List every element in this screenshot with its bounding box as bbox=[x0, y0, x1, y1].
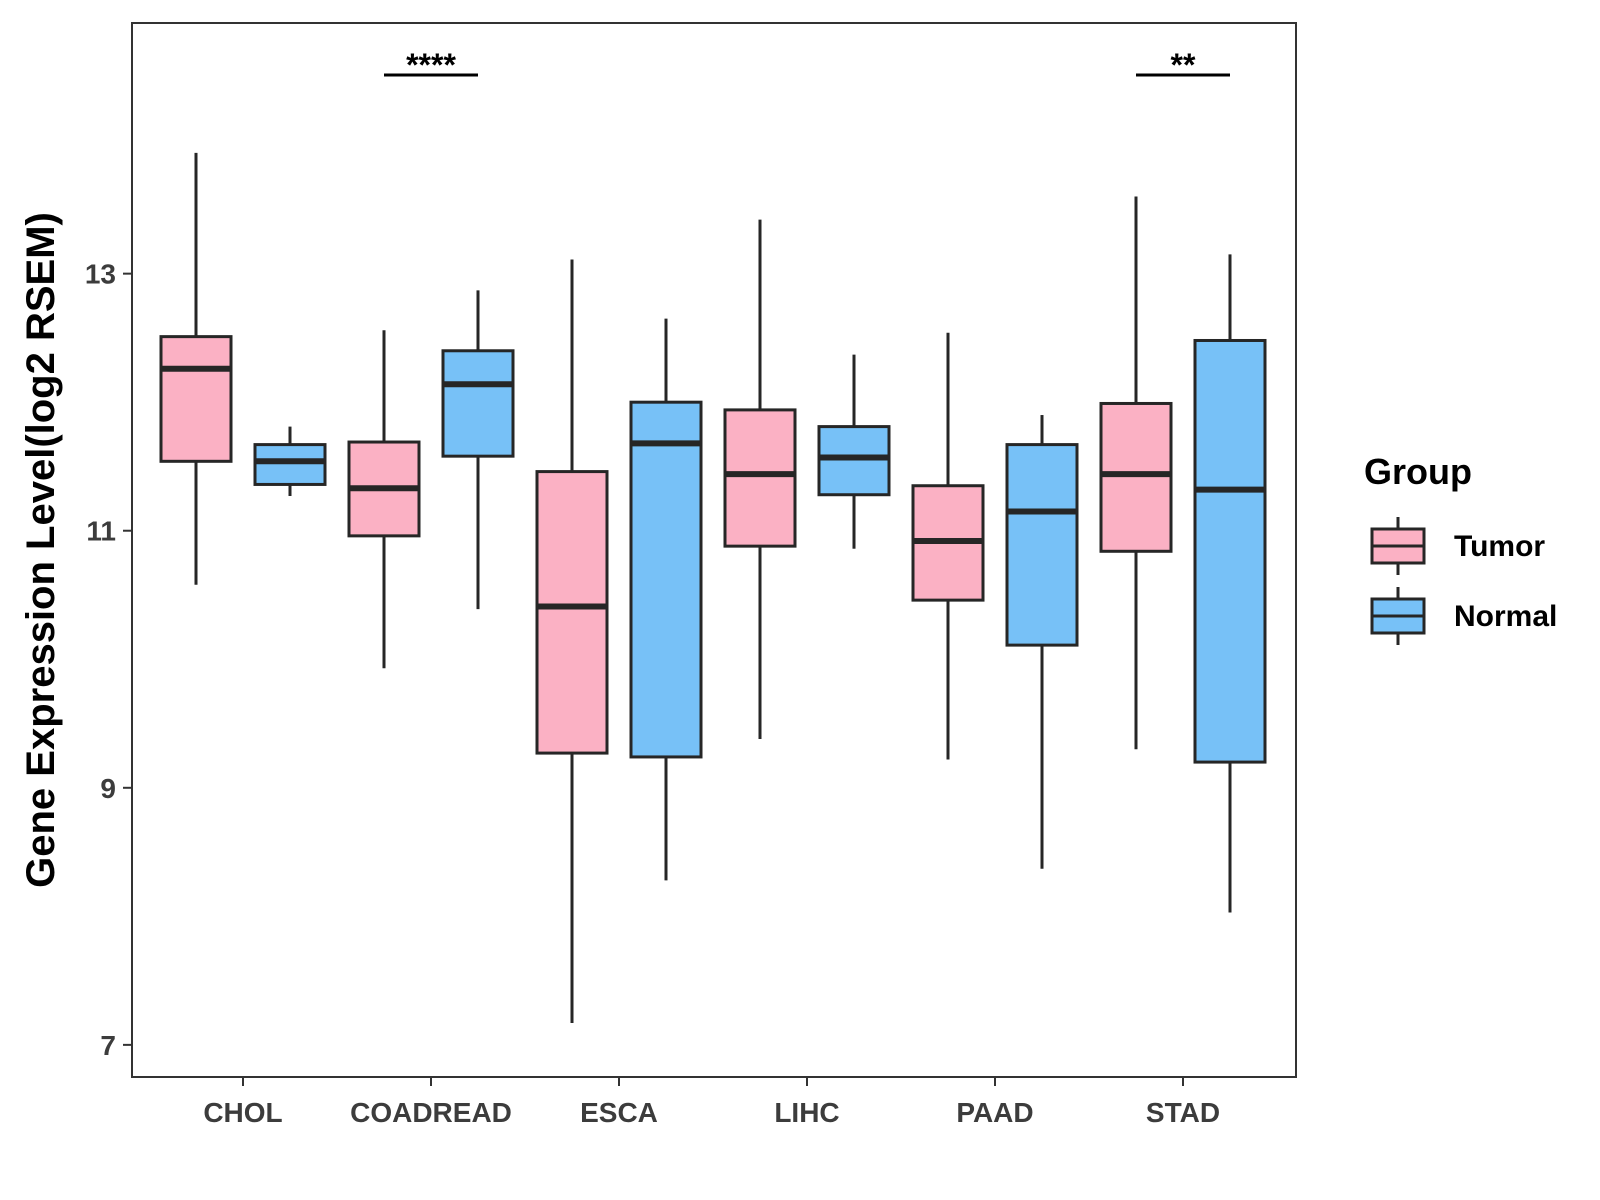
box-normal-lihc bbox=[817, 354, 891, 549]
box-normal-coadread bbox=[441, 290, 515, 610]
iqr-box bbox=[1005, 443, 1079, 647]
iqr-box bbox=[441, 349, 515, 458]
box-tumor-chol bbox=[159, 152, 233, 585]
box-normal-esca bbox=[629, 318, 703, 881]
x-axis: CHOL COADREAD ESCA LIHC PAAD STAD bbox=[203, 1077, 1220, 1128]
iqr-box bbox=[817, 425, 891, 497]
box-normal-stad bbox=[1193, 254, 1267, 913]
box-normal-chol bbox=[253, 426, 327, 497]
legend-label: Normal bbox=[1454, 600, 1557, 633]
y-tick-label: 11 bbox=[86, 516, 116, 547]
x-tick-label: LIHC bbox=[774, 1097, 839, 1128]
iqr-box bbox=[1193, 338, 1267, 764]
significance-stars: ** bbox=[1171, 47, 1196, 83]
y-tick-label: 9 bbox=[100, 773, 116, 804]
y-tick-label: 7 bbox=[100, 1030, 116, 1061]
legend: Group Tumor Normal bbox=[1364, 451, 1557, 645]
iqr-box bbox=[159, 335, 233, 463]
box-tumor-stad bbox=[1099, 196, 1173, 750]
legend-label: Tumor bbox=[1454, 530, 1545, 563]
x-tick-label: PAAD bbox=[956, 1097, 1033, 1128]
x-tick-label: ESCA bbox=[580, 1097, 658, 1128]
y-axis: 7 9 11 13 bbox=[85, 259, 132, 1061]
iqr-box bbox=[1099, 401, 1173, 553]
box-tumor-coadread bbox=[347, 330, 421, 669]
legend-item-normal: Normal bbox=[1370, 587, 1557, 645]
x-tick-label: STAD bbox=[1146, 1097, 1220, 1128]
significance-stars: **** bbox=[406, 47, 456, 83]
significance-coadread: **** bbox=[384, 47, 478, 83]
iqr-box bbox=[723, 408, 797, 548]
box-tumor-paad bbox=[911, 332, 985, 760]
legend-item-tumor: Tumor bbox=[1370, 517, 1545, 575]
significance-annotations: **** ** bbox=[384, 47, 1230, 83]
legend-title: Group bbox=[1364, 451, 1472, 492]
box-tumor-lihc bbox=[723, 219, 797, 739]
significance-stad: ** bbox=[1136, 47, 1230, 83]
iqr-box bbox=[535, 470, 609, 755]
iqr-box bbox=[253, 443, 327, 486]
box-tumor-esca bbox=[535, 259, 609, 1024]
box-series bbox=[159, 152, 1267, 1024]
box-normal-paad bbox=[1005, 415, 1079, 869]
x-tick-label: CHOL bbox=[203, 1097, 282, 1128]
y-axis-title: Gene Expression Level(log2 RSEM) bbox=[19, 212, 63, 888]
y-tick-label: 13 bbox=[85, 259, 116, 290]
x-tick-label: COADREAD bbox=[350, 1097, 512, 1128]
iqr-box bbox=[629, 400, 703, 759]
